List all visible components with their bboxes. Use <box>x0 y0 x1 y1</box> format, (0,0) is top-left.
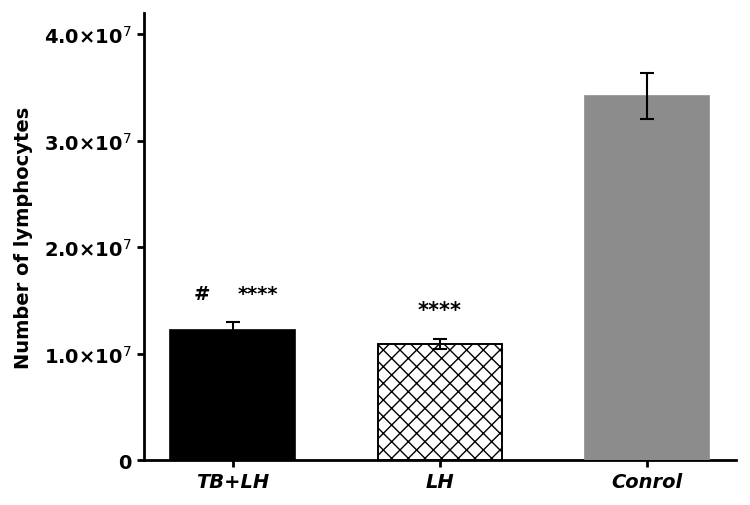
Bar <box>378 344 502 461</box>
Text: #: # <box>194 285 210 304</box>
Text: ****: **** <box>237 285 278 304</box>
Y-axis label: Number of lymphocytes: Number of lymphocytes <box>14 106 33 368</box>
Bar <box>170 331 295 461</box>
Bar <box>585 97 710 461</box>
Text: ****: **** <box>418 300 462 321</box>
Bar <box>378 344 502 461</box>
